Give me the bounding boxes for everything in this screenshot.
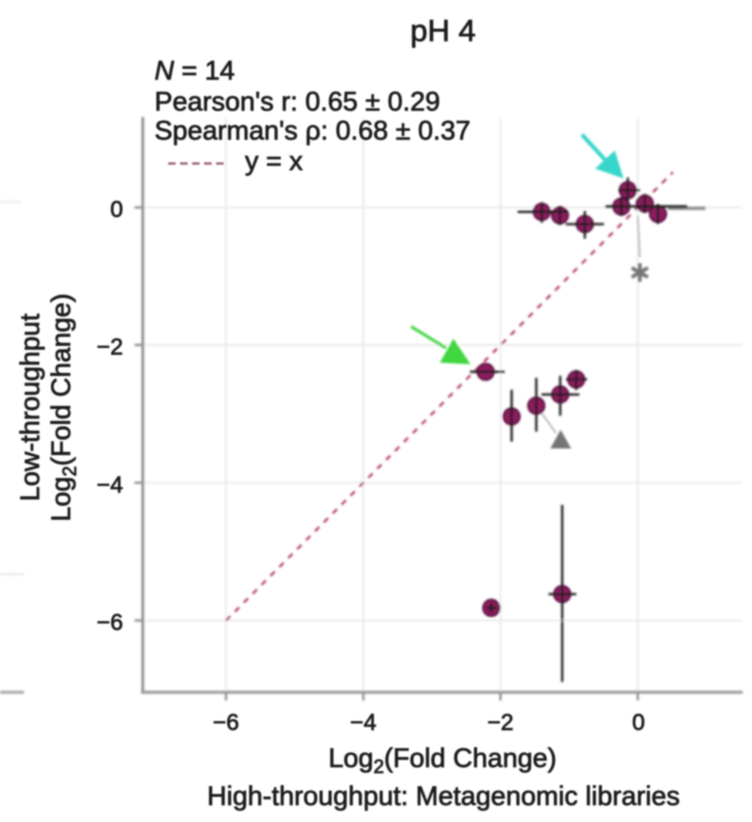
svg-text:0: 0 [632, 709, 645, 735]
svg-text:y = x: y = x [245, 146, 303, 176]
svg-text:−6: −6 [213, 709, 239, 735]
svg-text:Log2(Fold Change): Log2(Fold Change) [46, 293, 81, 521]
svg-text:−2: −2 [97, 334, 123, 360]
svg-text:High-throughput: Metagenomic l: High-throughput: Metagenomic libraries [207, 781, 680, 811]
svg-text:0: 0 [110, 196, 123, 222]
svg-text:−4: −4 [97, 471, 123, 497]
svg-text:Low-throughput: Low-throughput [15, 313, 45, 501]
svg-text:−4: −4 [350, 709, 376, 735]
svg-text:Log2(Fold Change): Log2(Fold Change) [328, 743, 556, 778]
svg-text:Pearson's r: 0.65 ± 0.29: Pearson's r: 0.65 ± 0.29 [155, 86, 441, 116]
svg-text:Spearman's ρ: 0.68 ± 0.37: Spearman's ρ: 0.68 ± 0.37 [155, 115, 471, 145]
svg-text:−2: −2 [487, 709, 513, 735]
svg-text:N = 14: N = 14 [155, 56, 235, 86]
svg-text:pH 4: pH 4 [410, 13, 475, 48]
svg-text:−6: −6 [97, 609, 123, 635]
